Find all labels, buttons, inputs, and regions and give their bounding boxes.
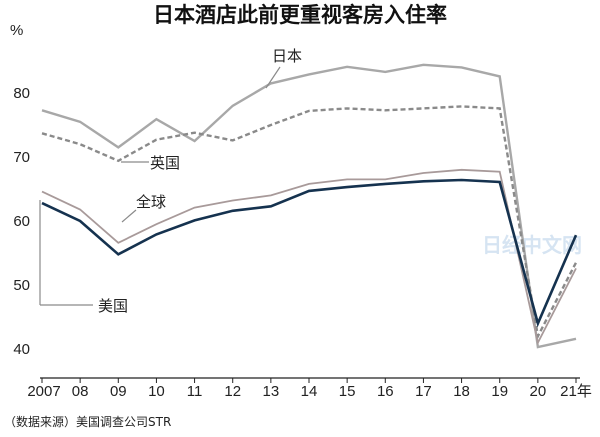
x-tick-label: 2007 [27,383,60,400]
y-tick-labels: 40 50 60 70 80 [13,85,30,358]
chart-title: 日本酒店此前更重视客房入住率 [153,3,447,27]
x-tick-label: 08 [72,383,89,400]
x-tick-label: 15 [339,383,356,400]
x-tick-label: 16 [377,383,394,400]
series-leader-line [265,66,281,89]
y-tick-label: 80 [13,85,30,102]
series-label-英国: 英国 [150,154,180,172]
y-axis-unit: % [10,22,23,39]
series-leader-line [121,209,137,223]
y-tick-label: 40 [13,341,30,358]
y-tick-label: 60 [13,213,30,230]
x-tick-label: 20 [530,383,547,400]
series-group [41,63,578,349]
x-tick-labels: 2007 08 09 10 11 12 13 14 15 16 17 18 19 20 21年 [27,378,592,400]
series-line-全球 [41,168,577,346]
x-tick-label: 19 [491,383,508,400]
series-line-英国 [41,105,578,340]
x-tick-label: 13 [263,383,280,400]
source-note: （数据来源）美国调查公司STR [4,414,171,429]
x-tick-label: 11 [187,383,203,400]
watermark-text: 日经中文网 [482,233,582,257]
x-tick-label: 18 [453,383,470,400]
series-label-全球: 全球 [136,193,166,211]
x-tick-label: 10 [148,383,165,400]
x-tick-label: 17 [415,383,432,400]
series-line-日本 [41,63,577,349]
y-tick-label: 50 [13,277,30,294]
series-label-日本: 日本 [272,47,302,65]
series-line-美国 [41,178,578,328]
y-tick-label: 70 [13,149,30,166]
x-tick-label: 14 [301,383,318,400]
x-tick-label: 09 [110,383,127,400]
x-tick-label: 21年 [560,383,592,400]
x-tick-label: 12 [224,383,241,400]
series-label-美国: 美国 [98,297,128,315]
